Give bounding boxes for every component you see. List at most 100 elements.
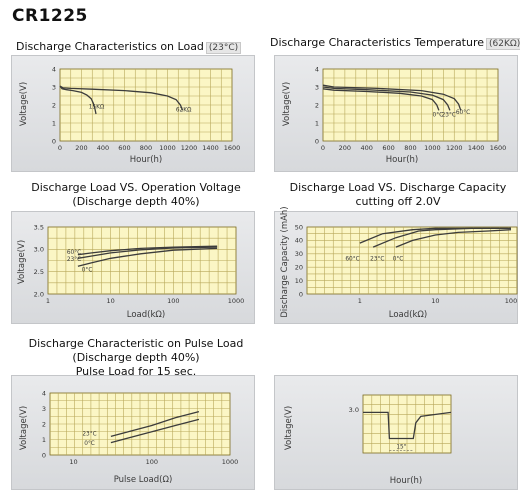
page-title: CR1225 [12,6,88,26]
chart2-series-1-label: 0°C [433,113,444,119]
chart2-y-tick: 0 [315,137,319,145]
chart3-svg: 1 10 100 1000 2.0 2.5 3.0 3.5 Load(kΩ) Voltage(V)… [17,223,245,320]
chart5-caption-line3: Pulse Load for 15 sec. [75,365,197,378]
chart6-panel: 3.0 Hour(h) Voltage(V) 15" [274,375,518,490]
chart3-x-tick: 1000 [228,297,245,305]
chart2-y-tick: 2 [315,101,319,109]
chart5-caption-line1: Discharge Characteristic on Pulse Load [28,337,244,350]
chart5-y-tick: 4 [42,389,46,397]
chart1-x-axis-title: Hour(h) [130,155,163,165]
chart2-y-tick: 4 [315,65,319,73]
chart1-x-tick: 200 [75,144,87,152]
chart2-x-axis-title: Hour(h) [386,155,419,165]
chart2-x-tick: 400 [361,144,373,152]
chart4-y-tick: 40 [295,237,303,245]
chart2-y-tick: 1 [315,119,319,127]
chart5-y-tick: 1 [42,436,46,444]
chart2-x-tick: 1400 [468,144,485,152]
chart1-series-2-line [59,85,184,111]
chart6-pulse-curve [363,411,452,440]
chart1-series-1-label: 15KΩ [89,105,105,111]
chart3-series-2-line [77,246,218,259]
chart5-x-tick: 1000 [222,458,239,466]
chart1-x-tick: 400 [97,144,109,152]
chart3-series-3-label: 0°C [82,268,93,274]
chart4-series-3-label: 0°C [393,257,404,263]
chart5-x-tick: 100 [146,458,158,466]
chart3-series-2-label: 23°C [67,257,81,263]
chart6-y-axis-title: Voltage(V) [284,406,294,450]
chart3-y-tick: 3.5 [34,223,44,231]
chart3-caption-line2: (Discharge depth 40%) [72,195,200,208]
chart2-caption: Discharge Characteristics Temperature (62… [270,36,520,51]
chart6-svg: 3.0 Hour(h) Voltage(V) 15" [284,394,452,486]
chart3-series-1-label: 60°C [67,250,81,256]
chart4-y-tick: 10 [295,277,303,285]
chart4-x-tick: 10 [431,297,439,305]
chart1-y-tick: 1 [52,119,56,127]
chart4-panel: 1 10 100 0 10 20 30 40 50 Load(kΩ) Discharge Capac… [274,206,518,324]
chart1-y-tick: 2 [52,101,56,109]
chart5-x-tick: 10 [69,458,77,466]
chart2-series-3-label: 60°C [456,110,470,116]
chart2-svg: 0 200 400 600 800 1000 1200 1400 1600 0 1 2 3 4 Hour(h… [282,65,506,165]
chart5-svg: 10 100 1000 0 1 2 3 4 Pulse Load(Ω) Voltage(V) 23°… [19,389,239,485]
chart1-y-axis-title: Voltage(V) [19,82,29,126]
chart2-series-3-line [322,84,462,111]
chart3-x-tick: 10 [107,297,115,305]
chart4-y-tick: 30 [295,250,303,258]
chart1-y-tick: 0 [52,137,56,145]
chart4-series-3-line [395,229,512,248]
chart2-x-tick: 200 [339,144,351,152]
chart1-y-tick: 3 [52,83,56,91]
chart3-series-1-line [77,245,218,256]
chart5-series-2-label: 0°C [84,441,95,447]
chart4-series-2-line [372,227,511,248]
chart2-x-tick: 600 [382,144,394,152]
chart4-y-tick: 0 [299,290,303,298]
chart1-x-tick: 600 [118,144,130,152]
chart1-series-1-line [59,85,97,115]
chart4-y-axis-title: Discharge Capacity (mAh) [280,206,290,317]
chart2-x-tick: 800 [404,144,416,152]
chart3-y-axis-title: Voltage(V) [17,240,27,284]
chart4-x-tick: 1 [358,297,362,305]
chart2-series-2-label: 23°C [442,113,456,119]
chart1-panel: 0 200 400 600 800 1000 1200 1400 1600 0 1 2 3 4 Hour(h… [11,55,255,172]
chart5-series-1-label: 23°C [82,432,96,438]
chart5-series-2-line [110,418,200,444]
chart3-x-tick: 1 [46,297,50,305]
chart2-panel: 0 200 400 600 800 1000 1200 1400 1600 0 1 2 3 4 Hour(h… [274,55,518,172]
chart1-x-tick: 1000 [159,144,176,152]
chart1-x-tick: 800 [140,144,152,152]
chart3-y-tick: 2.5 [34,268,44,276]
chart5-y-tick: 0 [42,451,46,459]
chart4-y-tick: 20 [295,264,303,272]
chart2-caption-text: Discharge Characteristics Temperature [270,36,485,49]
chart5-y-tick: 3 [42,405,46,413]
chart6-y-tick: 3.0 [349,406,359,414]
chart3-x-axis-title: Load(kΩ) [127,310,165,320]
chart1-svg: 0 200 400 600 800 1000 1200 1400 1600 0 1 2 3 4 Hour(h… [19,65,240,165]
chart3-y-tick: 3.0 [34,246,44,254]
chart2-x-tick: 0 [321,144,325,152]
chart3-caption: Discharge Load VS. Operation Voltage (Dis… [10,181,262,209]
chart4-svg: 1 10 100 0 10 20 30 40 50 Load(kΩ) Discharge Capac… [280,206,518,320]
chart1-x-tick: 1200 [181,144,198,152]
chart3-x-tick: 100 [167,297,179,305]
chart1-caption: Discharge Characteristics on Load (23°C) [16,40,242,55]
chart1-y-tick: 4 [52,65,56,73]
chart1-caption-tag: (23°C) [205,42,242,54]
chart2-y-tick: 3 [315,83,319,91]
chart6-x-axis-title: Hour(h) [390,476,423,486]
chart2-series-2-line [322,86,451,111]
chart3-panel: 1 10 100 1000 2.0 2.5 3.0 3.5 Load(kΩ) Voltage(V)… [11,211,255,324]
chart5-caption-line2: (Discharge depth 40%) [72,351,200,364]
chart1-x-tick: 0 [58,144,62,152]
chart3-y-tick: 2.0 [34,290,44,298]
chart5-series-1-line [110,410,200,438]
chart5-caption: Discharge Characteristic on Pulse Load (D… [10,337,262,379]
chart1-series-2-label: 62KΩ [176,107,192,113]
chart5-panel: 10 100 1000 0 1 2 3 4 Pulse Load(Ω) Voltage(V) 23°… [11,375,255,490]
chart4-x-tick: 100 [505,297,517,305]
